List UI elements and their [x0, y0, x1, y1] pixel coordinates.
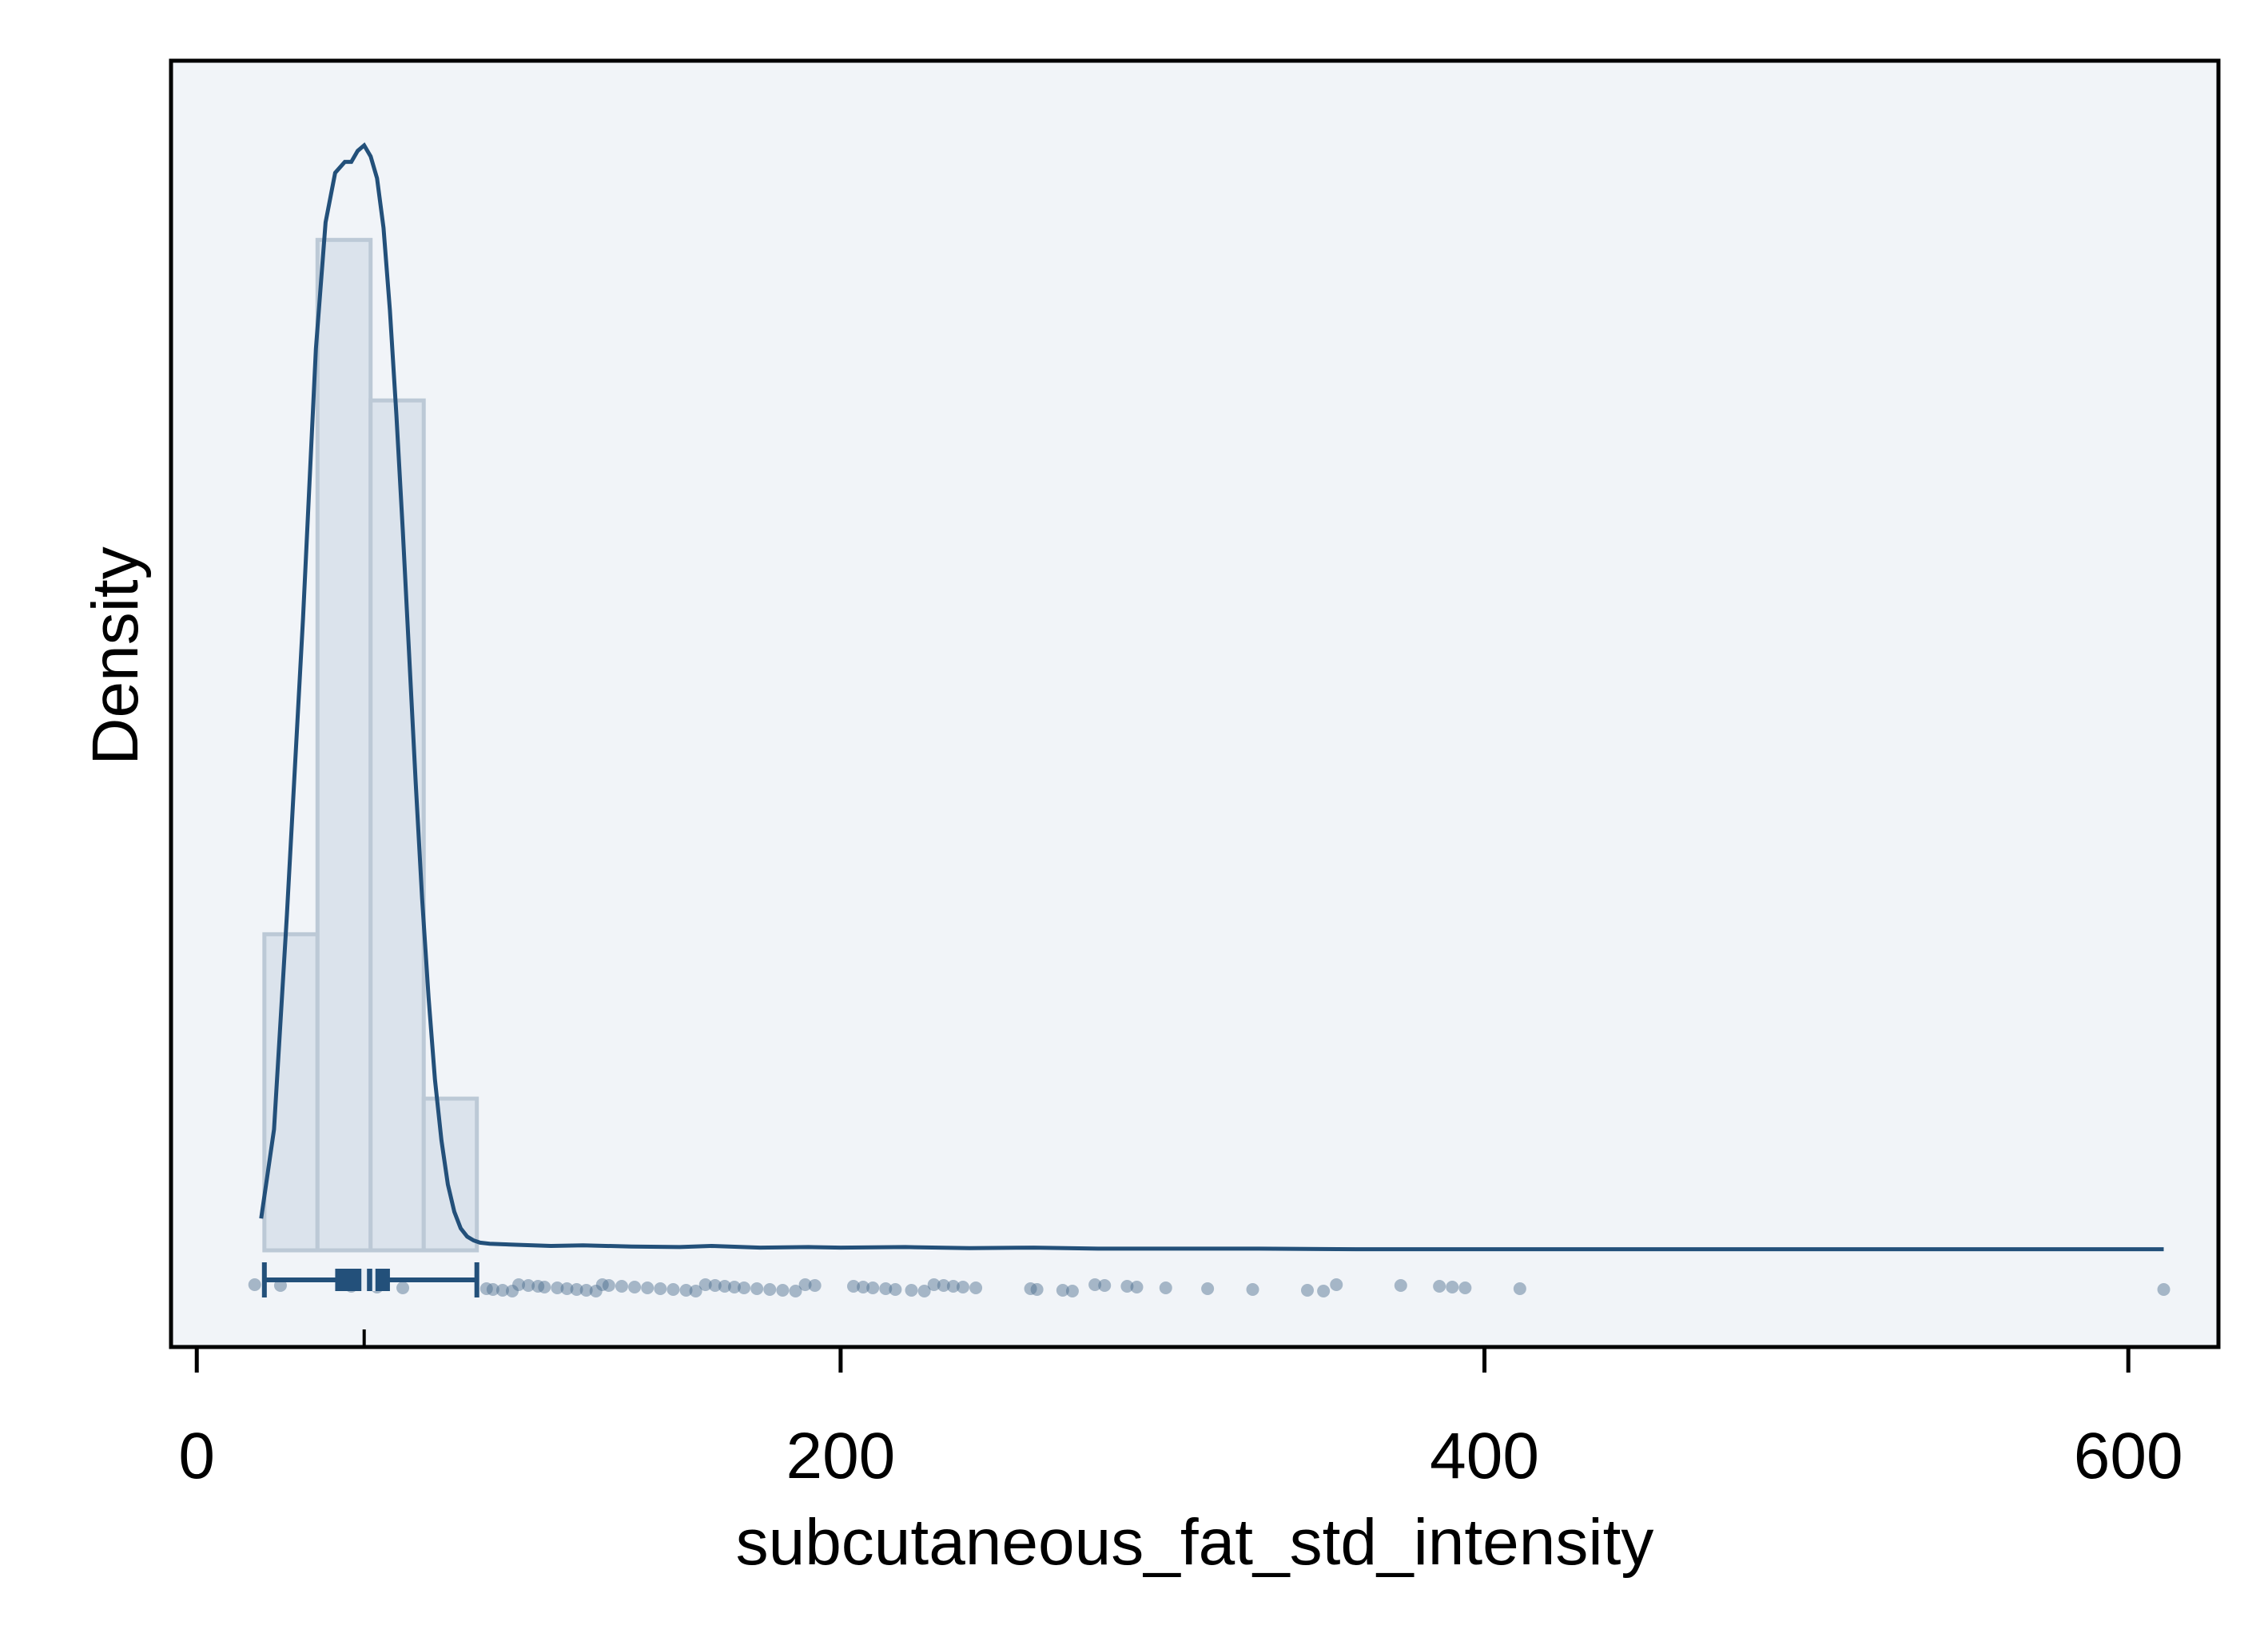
- rug-point: [1458, 1281, 1472, 1294]
- rug-point: [879, 1282, 893, 1295]
- rug-point: [738, 1281, 751, 1294]
- rug-point: [1098, 1279, 1112, 1292]
- rug-point: [847, 1280, 860, 1293]
- x-tick-label: 600: [2074, 1420, 2183, 1492]
- rug-point: [727, 1281, 741, 1293]
- rug-point: [2157, 1283, 2171, 1296]
- rug-point: [927, 1278, 941, 1291]
- rug-point: [579, 1284, 593, 1297]
- rug-point: [1120, 1280, 1134, 1293]
- rug-point: [889, 1283, 902, 1296]
- rug-point: [1088, 1278, 1102, 1291]
- rug-point: [1130, 1281, 1144, 1293]
- plot-frame: [169, 58, 2221, 1349]
- x-tick-label: 400: [1430, 1420, 1539, 1492]
- rug-point: [857, 1281, 870, 1293]
- histogram-bar: [315, 237, 373, 1253]
- rug-point: [1446, 1281, 1459, 1293]
- rug-point: [666, 1283, 680, 1296]
- rug-point: [506, 1285, 519, 1297]
- rug-point: [776, 1284, 790, 1297]
- rug-point: [1065, 1285, 1079, 1297]
- x-tick-label: 200: [786, 1420, 895, 1492]
- rug-point: [512, 1278, 526, 1291]
- rug-point: [689, 1285, 702, 1297]
- histogram-bar: [421, 1096, 479, 1253]
- rug-point: [969, 1281, 983, 1294]
- rug-point: [1300, 1284, 1314, 1297]
- rug-point: [698, 1278, 712, 1291]
- histogram-bar: [368, 398, 426, 1253]
- rug-point: [602, 1279, 615, 1292]
- histogram-bars: [262, 237, 479, 1253]
- rug-point: [1330, 1278, 1343, 1291]
- rug-point: [1056, 1284, 1069, 1297]
- x-axis-label: subcutaneous_fat_std_intensity: [736, 1506, 1654, 1579]
- plot-area: [171, 61, 2218, 1347]
- rug-point: [718, 1280, 731, 1293]
- rug-point: [1159, 1281, 1172, 1294]
- rug-point: [905, 1284, 918, 1297]
- rug-point: [1394, 1279, 1407, 1292]
- histogram-bar: [262, 932, 320, 1253]
- rug-point: [486, 1283, 499, 1296]
- rug-point: [937, 1279, 950, 1292]
- rug-point: [628, 1281, 642, 1293]
- rug-point: [531, 1280, 545, 1293]
- rug-point: [522, 1279, 535, 1292]
- rug-point: [560, 1282, 574, 1295]
- rug-point: [570, 1283, 583, 1296]
- rug-point: [248, 1278, 261, 1291]
- rug-point: [679, 1284, 693, 1297]
- rug-point: [917, 1285, 931, 1297]
- rug-point: [396, 1281, 410, 1294]
- rug-point: [798, 1278, 812, 1291]
- rug-point: [1317, 1285, 1331, 1297]
- rug-point: [1201, 1282, 1215, 1295]
- rug-point: [1433, 1280, 1446, 1293]
- rug-point: [589, 1285, 603, 1297]
- rug-point: [946, 1280, 960, 1293]
- rug-point: [708, 1279, 722, 1292]
- rug-point: [1246, 1283, 1259, 1296]
- rug-point: [956, 1281, 969, 1293]
- rug-point: [763, 1283, 777, 1296]
- rug-point: [479, 1282, 493, 1295]
- rug-point: [750, 1282, 764, 1295]
- rug-point: [789, 1285, 802, 1297]
- kde-line: [259, 142, 2164, 1252]
- rug-point: [808, 1279, 822, 1292]
- rug-points: [248, 1278, 2171, 1297]
- x-axis: 0 200 400 600: [178, 1329, 2183, 1492]
- rug-point: [641, 1281, 655, 1294]
- rug-point: [615, 1280, 628, 1293]
- x-tick-label: 0: [178, 1420, 215, 1492]
- rug-point: [1030, 1283, 1044, 1296]
- boxplot: [261, 1262, 479, 1297]
- rug-point: [551, 1281, 564, 1294]
- rug-point: [866, 1281, 880, 1294]
- rug-point: [538, 1281, 551, 1293]
- rug-point: [654, 1282, 667, 1295]
- rug-point: [495, 1284, 509, 1297]
- rug-point: [595, 1278, 609, 1291]
- rug-point: [1513, 1282, 1526, 1295]
- y-axis-label: Density: [79, 546, 152, 765]
- rug-point: [1024, 1282, 1037, 1295]
